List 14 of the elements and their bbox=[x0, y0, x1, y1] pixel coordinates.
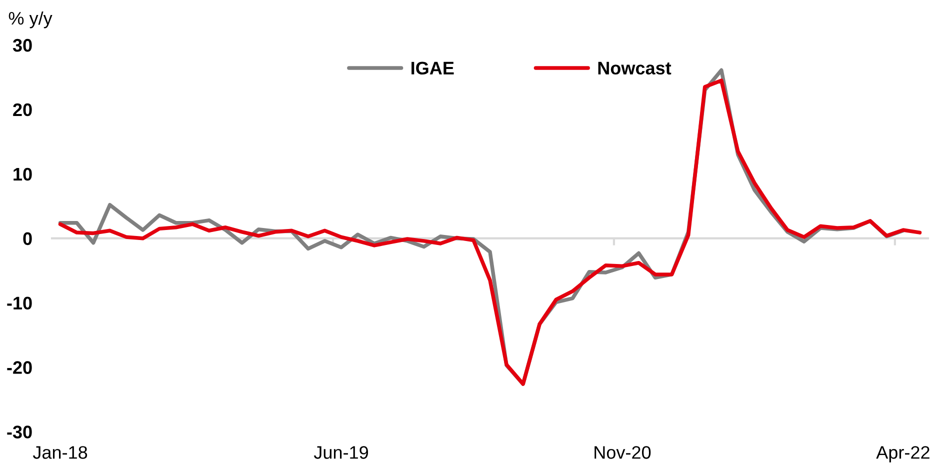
y-tick-label: 0 bbox=[23, 232, 32, 246]
y-axis-title: % y/y bbox=[8, 11, 52, 28]
x-tick-label: Nov-20 bbox=[594, 446, 651, 459]
y-tick-label: -30 bbox=[7, 426, 32, 438]
x-tick-label: Jan-18 bbox=[32, 446, 88, 459]
x-tick-label: Apr-22 bbox=[876, 446, 930, 462]
legend-label: Nowcast bbox=[598, 62, 672, 75]
y-tick-label: 10 bbox=[14, 168, 32, 181]
y-tick-label: 20 bbox=[13, 103, 32, 116]
legend-label: IGAE bbox=[412, 62, 454, 75]
y-tick-label: -10 bbox=[7, 296, 32, 310]
y-tick-label: -20 bbox=[7, 361, 32, 374]
y-tick-label: 30 bbox=[12, 38, 32, 52]
x-tick-label: Jun-19 bbox=[314, 446, 368, 459]
